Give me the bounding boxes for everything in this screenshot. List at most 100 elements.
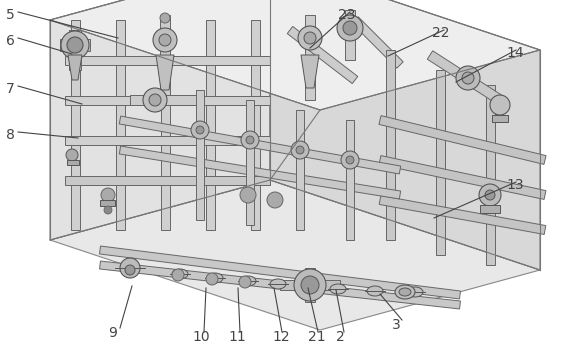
Circle shape	[296, 146, 304, 154]
Text: 7: 7	[6, 82, 14, 96]
Polygon shape	[100, 261, 460, 309]
Polygon shape	[65, 176, 270, 184]
Circle shape	[267, 192, 283, 208]
Circle shape	[66, 149, 78, 161]
Text: 3: 3	[392, 318, 401, 332]
Circle shape	[479, 184, 501, 206]
Ellipse shape	[240, 276, 256, 286]
Circle shape	[246, 136, 254, 144]
Polygon shape	[69, 30, 81, 70]
Text: 21: 21	[308, 330, 325, 344]
Circle shape	[337, 15, 363, 41]
Text: 11: 11	[228, 330, 245, 344]
Polygon shape	[50, 0, 540, 110]
Bar	[492, 115, 508, 122]
Polygon shape	[296, 110, 304, 230]
Circle shape	[298, 26, 322, 50]
Polygon shape	[270, 0, 540, 270]
Circle shape	[291, 141, 309, 159]
Polygon shape	[379, 195, 546, 234]
Polygon shape	[305, 15, 315, 100]
Circle shape	[301, 276, 319, 294]
Polygon shape	[119, 146, 401, 199]
Ellipse shape	[399, 288, 411, 296]
Circle shape	[191, 121, 209, 139]
Polygon shape	[345, 10, 355, 60]
Circle shape	[143, 88, 167, 112]
Circle shape	[196, 126, 204, 134]
Polygon shape	[379, 156, 546, 199]
Circle shape	[490, 95, 510, 115]
Circle shape	[104, 206, 112, 214]
Circle shape	[456, 66, 480, 90]
Text: 9: 9	[108, 326, 117, 340]
Ellipse shape	[270, 279, 286, 289]
Circle shape	[120, 258, 140, 278]
Polygon shape	[246, 100, 254, 225]
Polygon shape	[68, 55, 82, 80]
Circle shape	[240, 187, 256, 203]
Ellipse shape	[172, 269, 188, 279]
Circle shape	[61, 31, 89, 59]
Bar	[67, 160, 79, 165]
Text: 22: 22	[432, 26, 449, 40]
Polygon shape	[130, 95, 200, 105]
Circle shape	[125, 265, 135, 275]
Polygon shape	[196, 90, 204, 220]
Circle shape	[206, 273, 218, 285]
Circle shape	[149, 94, 161, 106]
Circle shape	[172, 269, 184, 281]
Circle shape	[462, 72, 474, 84]
Polygon shape	[435, 70, 445, 255]
Polygon shape	[427, 51, 503, 104]
Text: 6: 6	[6, 34, 15, 48]
Text: 10: 10	[192, 330, 210, 344]
Polygon shape	[160, 20, 170, 230]
Polygon shape	[352, 17, 403, 68]
Polygon shape	[346, 120, 354, 240]
Polygon shape	[301, 55, 319, 88]
Circle shape	[346, 156, 354, 164]
Polygon shape	[156, 55, 174, 90]
Polygon shape	[160, 15, 170, 100]
Ellipse shape	[207, 273, 223, 283]
Polygon shape	[50, 180, 540, 330]
Text: 23: 23	[338, 8, 356, 22]
Ellipse shape	[122, 263, 138, 273]
Ellipse shape	[395, 285, 415, 299]
Bar	[480, 205, 500, 213]
Polygon shape	[100, 246, 460, 299]
Text: 12: 12	[272, 330, 290, 344]
Circle shape	[153, 28, 177, 52]
Text: 2: 2	[336, 330, 345, 344]
Bar	[100, 200, 115, 206]
Polygon shape	[50, 0, 270, 240]
Text: 14: 14	[506, 46, 523, 60]
Ellipse shape	[367, 286, 383, 296]
Polygon shape	[251, 20, 259, 230]
Circle shape	[485, 190, 495, 200]
Polygon shape	[65, 136, 270, 144]
Circle shape	[160, 13, 170, 23]
Text: 8: 8	[6, 128, 15, 142]
Polygon shape	[280, 280, 340, 290]
Ellipse shape	[330, 284, 346, 294]
Polygon shape	[65, 56, 270, 64]
Polygon shape	[206, 20, 214, 230]
Polygon shape	[119, 116, 401, 174]
Polygon shape	[71, 20, 79, 230]
Polygon shape	[386, 50, 394, 240]
Text: 13: 13	[506, 178, 523, 192]
Polygon shape	[65, 96, 270, 104]
Circle shape	[294, 269, 326, 301]
Circle shape	[341, 151, 359, 169]
Circle shape	[67, 37, 83, 53]
Circle shape	[159, 34, 171, 46]
Polygon shape	[379, 116, 546, 164]
Polygon shape	[60, 39, 90, 51]
Circle shape	[239, 276, 251, 288]
Ellipse shape	[300, 281, 316, 291]
Text: 5: 5	[6, 8, 14, 22]
Ellipse shape	[407, 287, 423, 297]
Circle shape	[101, 188, 115, 202]
